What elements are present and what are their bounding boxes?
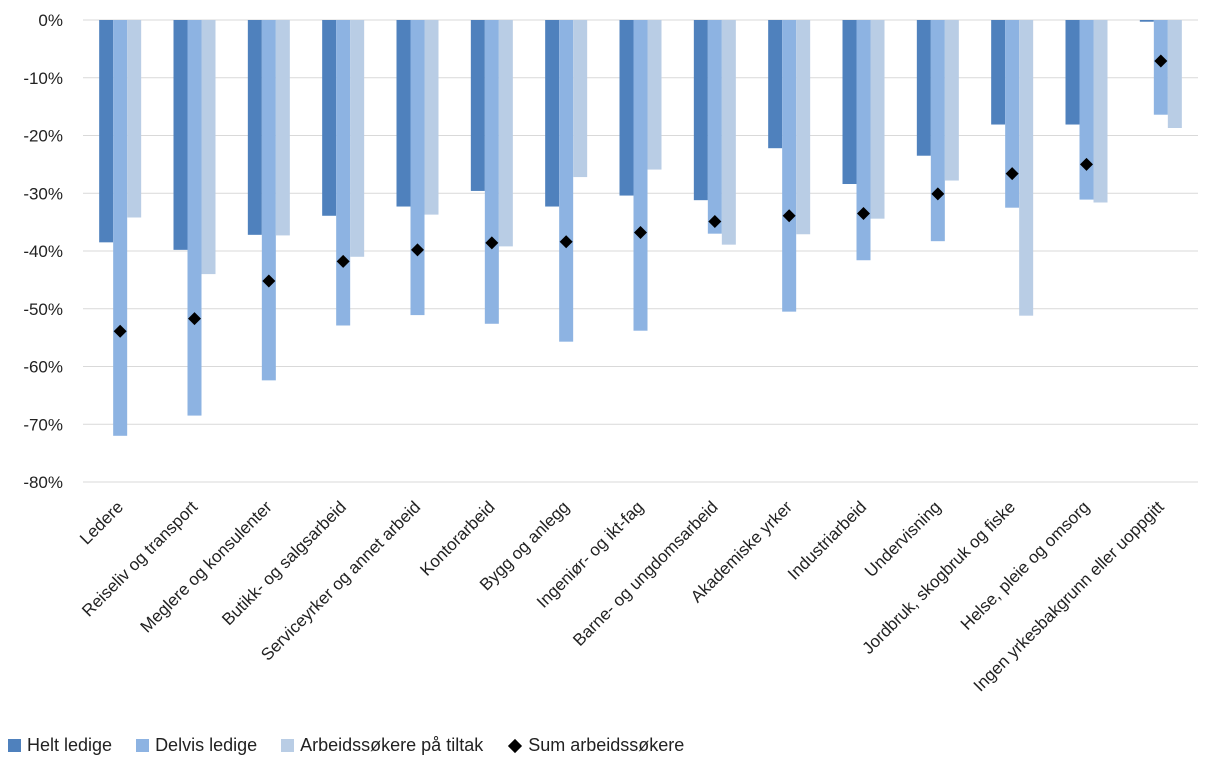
bar <box>633 20 648 331</box>
legend-item-helt-ledige: Helt ledige <box>8 735 112 756</box>
bar <box>187 20 202 416</box>
x-tick-label: Meglere og konsulenter <box>137 497 276 636</box>
x-tick-label: Industriarbeid <box>784 497 870 583</box>
y-tick-label: -40% <box>23 242 63 261</box>
bar <box>782 20 797 312</box>
bar <box>322 20 337 216</box>
bar <box>350 20 365 257</box>
y-tick-label: -20% <box>23 127 63 146</box>
bar <box>275 20 290 236</box>
marker <box>113 324 127 338</box>
x-tick-label: Butikk- og salgsarbeid <box>218 497 350 629</box>
marker <box>336 254 350 268</box>
bar <box>498 20 513 247</box>
marker <box>931 187 945 201</box>
y-tick-label: -80% <box>23 473 63 492</box>
bar <box>647 20 662 170</box>
y-axis-ticks: 0% -10% -20% -30% -40% -50% -60% -70% -80% <box>23 11 63 492</box>
bar <box>410 20 425 316</box>
x-tick-label: Undervisning <box>861 497 945 581</box>
legend: Helt ledige Delvis ledige Arbeidssøkere … <box>8 735 708 756</box>
marker <box>559 235 573 249</box>
x-tick-label: Helse, pleie og omsorg <box>957 497 1093 633</box>
bar <box>336 20 351 326</box>
marker <box>857 206 870 220</box>
bar <box>261 20 276 381</box>
bar <box>796 20 811 235</box>
bar <box>721 20 736 245</box>
marker <box>188 312 201 326</box>
bar <box>856 20 871 261</box>
marker <box>782 209 796 223</box>
bar <box>173 20 188 250</box>
bar <box>870 20 885 219</box>
legend-swatch <box>281 739 295 752</box>
legend-item-delvis-ledige: Delvis ledige <box>136 735 257 756</box>
bar <box>1065 20 1080 125</box>
bar <box>1139 20 1154 22</box>
bar <box>545 20 560 207</box>
legend-item-tiltak: Arbeidssøkere på tiltak <box>281 735 483 756</box>
bar <box>707 20 722 234</box>
bar <box>1093 20 1108 203</box>
legend-label: Arbeidssøkere på tiltak <box>300 735 484 755</box>
legend-swatch <box>8 739 21 752</box>
bar <box>201 20 216 275</box>
legend-label: Helt ledige <box>27 735 113 755</box>
marker <box>1080 157 1093 171</box>
marker <box>411 243 424 257</box>
legend-item-sum: Sum arbeidssøkere <box>507 735 684 756</box>
y-tick-label: -30% <box>23 184 63 203</box>
x-tick-label: Barne- og ungdomsarbeid <box>569 497 721 649</box>
bar <box>1079 20 1094 200</box>
bar <box>768 20 783 149</box>
bar <box>113 20 128 436</box>
marker <box>485 236 499 250</box>
bar <box>573 20 588 178</box>
marker <box>1154 54 1168 68</box>
bar <box>396 20 411 207</box>
bar <box>693 20 708 201</box>
bar <box>1167 20 1182 128</box>
bar <box>991 20 1006 125</box>
y-tick-label: -10% <box>23 69 63 88</box>
bar <box>619 20 634 196</box>
legend-label: Delvis ledige <box>155 735 258 755</box>
x-tick-label: Jordbruk, skogbruk og fiske <box>859 497 1019 657</box>
bar <box>944 20 959 181</box>
x-tick-label: Kontorarbeid <box>416 497 498 579</box>
x-tick-label: Serviceyrker og annet arbeid <box>257 497 424 664</box>
bar <box>1019 20 1034 316</box>
legend-label: Sum arbeidssøkere <box>528 735 685 755</box>
bar <box>247 20 262 235</box>
bar <box>127 20 142 218</box>
marker <box>708 215 722 229</box>
y-tick-label: 0% <box>38 11 63 30</box>
bars <box>99 20 1182 436</box>
markers <box>113 54 1168 338</box>
bar <box>470 20 485 191</box>
y-tick-label: -70% <box>23 415 63 434</box>
x-tick-label: Ledere <box>76 497 127 548</box>
marker <box>634 226 647 240</box>
legend-marker <box>508 738 523 753</box>
bar <box>1005 20 1020 208</box>
bar <box>559 20 574 342</box>
bar <box>916 20 931 156</box>
marker <box>1005 167 1019 181</box>
bar <box>842 20 857 185</box>
marker <box>262 274 276 288</box>
y-tick-label: -60% <box>23 358 63 377</box>
bar <box>484 20 499 324</box>
bar <box>99 20 114 243</box>
y-tick-label: -50% <box>23 300 63 319</box>
legend-swatch <box>136 739 150 752</box>
bar <box>930 20 945 242</box>
bar <box>424 20 439 215</box>
